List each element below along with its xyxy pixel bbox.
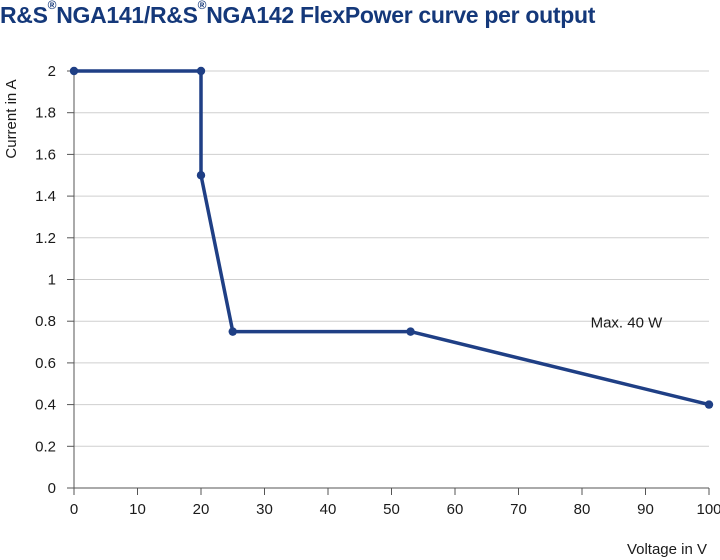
registered-mark-1: ®: [47, 0, 57, 12]
annotation-max-power: Max. 40 W: [591, 314, 664, 331]
y-tick-label: 1.6: [35, 146, 56, 163]
x-tick-label: 50: [383, 501, 400, 518]
x-tick-label: 10: [129, 501, 146, 518]
y-tick-label: 0.4: [35, 397, 56, 414]
x-tick-label: 100: [696, 501, 720, 518]
series-line: [72, 69, 711, 407]
y-tick-labels: 0 0.2 0.4 0.6 0.8 1 1.2 1.4 1.6 1.8 2: [35, 63, 56, 497]
title-model-1: NGA141/: [56, 2, 150, 28]
x-tick-label: 60: [447, 501, 464, 518]
series-group: [69, 66, 714, 409]
title-brand-1: R&S: [0, 2, 48, 28]
y-tick-label: 1.4: [35, 188, 56, 205]
data-point: [406, 327, 415, 336]
chart-title: R&S®NGA141/R&S®NGA142 FlexPower curve pe…: [0, 0, 596, 29]
y-tick-label: 0.2: [35, 438, 56, 455]
x-tick-label: 0: [70, 501, 78, 518]
x-tick-label: 70: [510, 501, 527, 518]
x-tick-label: 80: [574, 501, 591, 518]
y-tick-label: 1.8: [35, 105, 56, 122]
data-point: [196, 171, 206, 180]
annotations: Max. 40 W: [591, 314, 664, 331]
x-tick-label: 20: [193, 501, 210, 518]
data-point: [69, 66, 79, 76]
x-tick-label: 90: [637, 501, 654, 518]
registered-mark-2: ®: [197, 0, 207, 12]
y-tick-label: 0.6: [35, 355, 56, 372]
axes: [67, 67, 710, 495]
gridlines: [74, 70, 709, 447]
data-point: [704, 400, 714, 409]
y-tick-label: 1: [48, 272, 56, 289]
data-point: [196, 66, 206, 76]
y-tick-label: 2: [48, 63, 56, 80]
y-tick-label: 0.8: [35, 313, 56, 330]
y-axis-label: Current in A: [3, 79, 20, 158]
y-tick-label: 0: [48, 480, 56, 497]
title-rest: NGA142 FlexPower curve per output: [206, 2, 596, 28]
x-tick-labels: 0 10 20 30 40 50 60 70 80 90 100: [70, 501, 720, 518]
x-axis-label: Voltage in V: [627, 541, 707, 558]
title-brand-2: R&S: [150, 2, 198, 28]
x-tick-label: 40: [320, 501, 337, 518]
y-tick-label: 1.2: [35, 230, 56, 247]
x-tick-label: 30: [256, 501, 273, 518]
data-point: [228, 327, 237, 336]
